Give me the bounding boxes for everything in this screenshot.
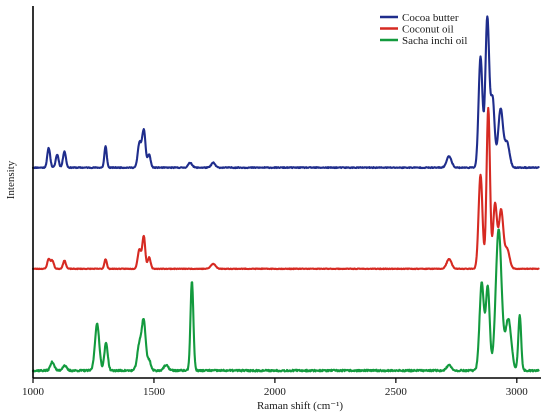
x-tick-label: 2500 — [385, 386, 408, 398]
x-axis-ticks: 1000 1500 2000 2500 3000 — [22, 378, 528, 398]
plot-area — [31, 15, 540, 373]
y-axis-title: Intensity — [5, 160, 17, 199]
x-axis-title: Raman shift (cm⁻¹) — [257, 400, 343, 412]
x-tick-label: 1000 — [22, 386, 45, 398]
legend-label: Sacha inchi oil — [402, 35, 467, 47]
series-line-sacha-inchi-oil — [31, 228, 540, 373]
legend-label: Cocoa butter — [402, 12, 459, 24]
legend-label: Coconut oil — [402, 24, 454, 36]
x-tick-label: 2000 — [264, 386, 287, 398]
series-line-cocoa-butter — [31, 15, 540, 170]
series-line-coconut-oil — [31, 106, 540, 271]
x-tick-label: 3000 — [506, 386, 529, 398]
x-tick-label: 1500 — [143, 386, 166, 398]
